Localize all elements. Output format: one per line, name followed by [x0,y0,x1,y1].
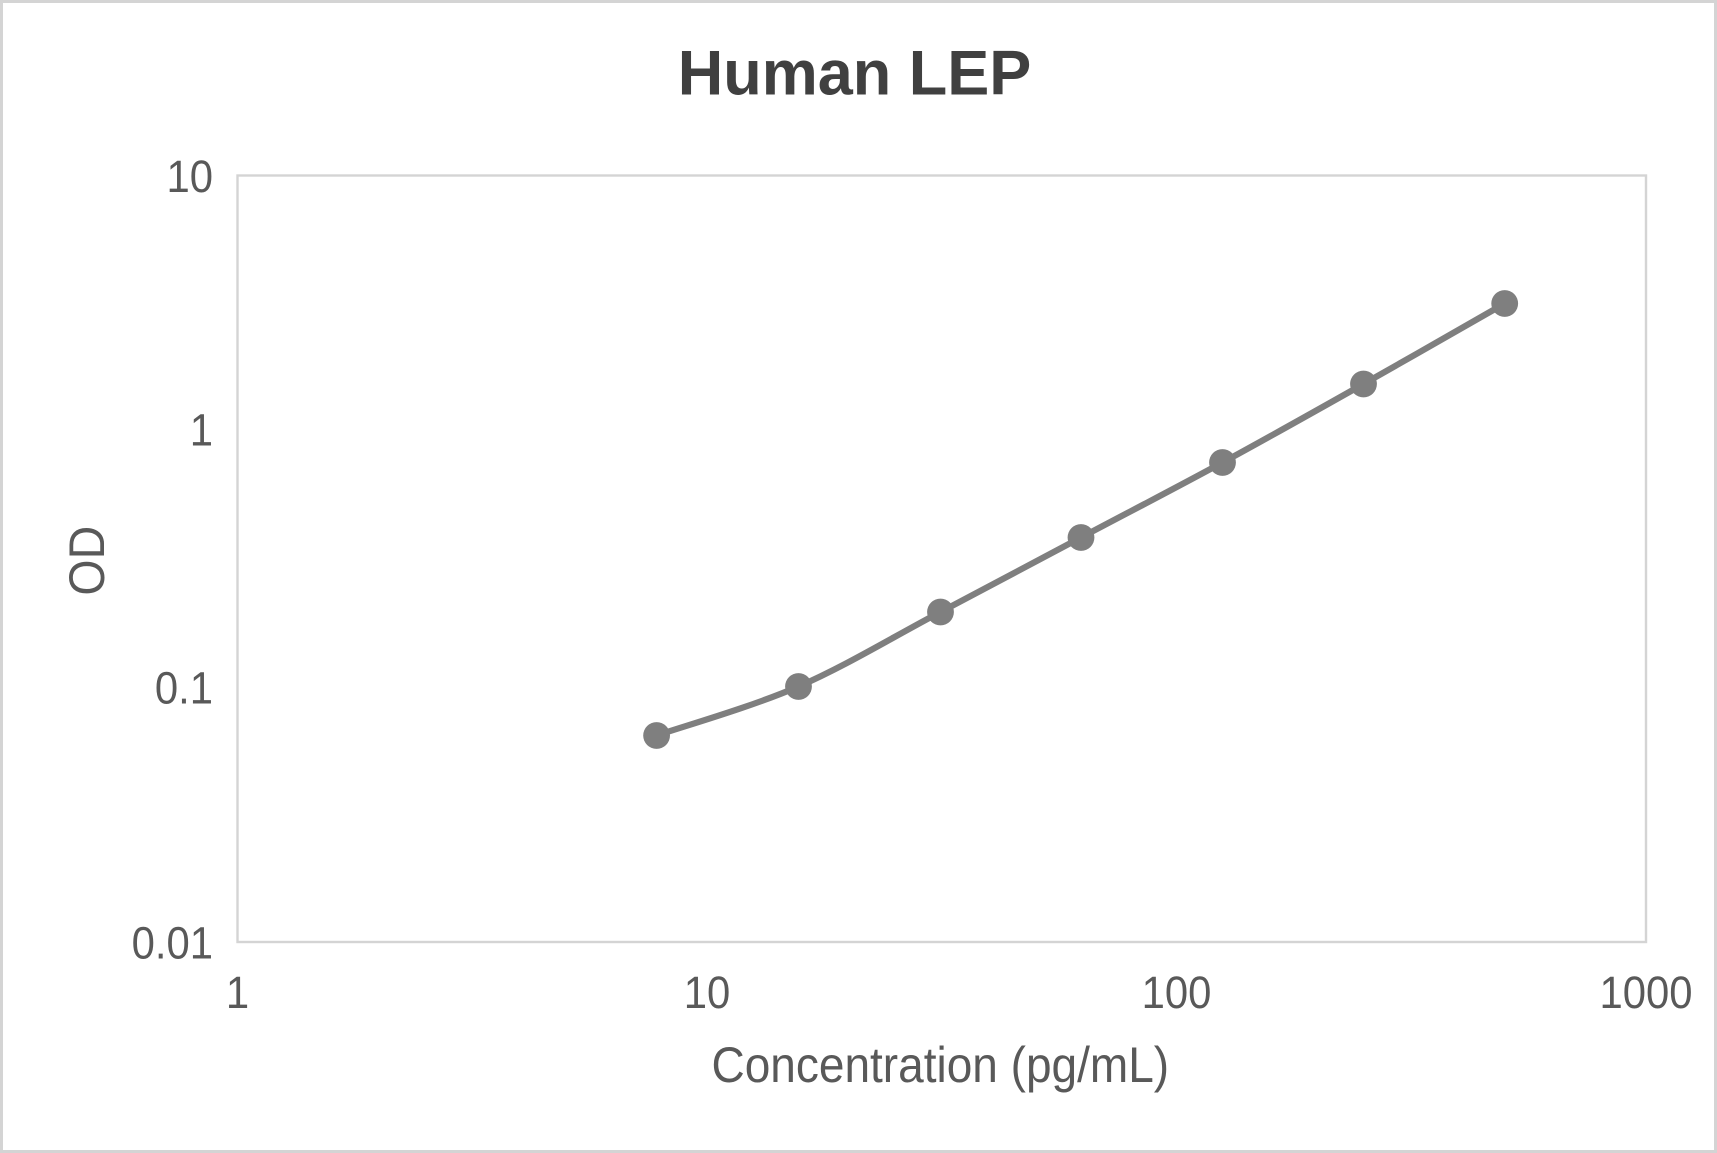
svg-text:1: 1 [226,969,249,1019]
svg-text:10: 10 [684,969,731,1019]
svg-text:1000: 1000 [1599,969,1692,1019]
svg-text:Human LEP: Human LEP [678,39,1032,109]
svg-text:0.1: 0.1 [155,664,213,714]
svg-text:Concentration (pg/mL): Concentration (pg/mL) [712,1038,1170,1093]
svg-text:OD: OD [59,526,115,596]
svg-text:0.01: 0.01 [132,919,213,969]
svg-text:1: 1 [190,406,213,456]
svg-text:10: 10 [166,153,213,203]
svg-text:100: 100 [1142,969,1212,1019]
